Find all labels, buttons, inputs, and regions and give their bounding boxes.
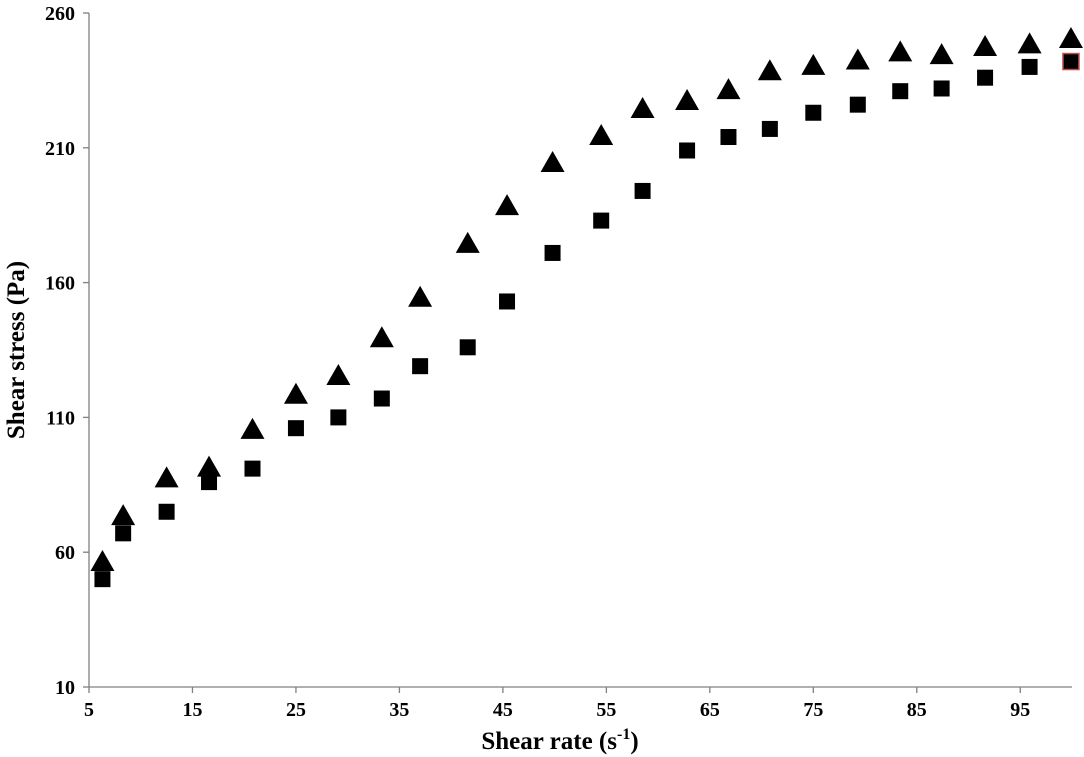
- y-tick-label: 110: [46, 407, 75, 429]
- triangle-marker: [973, 35, 998, 57]
- square-marker: [287, 420, 304, 437]
- square-marker: [892, 83, 909, 100]
- y-tick-label: 60: [55, 542, 75, 564]
- triangle-marker: [90, 549, 115, 571]
- square-marker: [720, 129, 737, 146]
- square-marker: [977, 69, 994, 86]
- square-marker: [94, 571, 111, 588]
- square-marker: [499, 293, 516, 310]
- square-marker: [544, 244, 561, 261]
- triangle-marker: [757, 59, 782, 81]
- square-marker: [244, 460, 261, 477]
- y-tick-label: 260: [45, 3, 75, 25]
- data-markers: [90, 26, 1083, 588]
- square-marker: [158, 503, 175, 520]
- square-marker: [201, 474, 218, 491]
- x-tick-label: 75: [803, 699, 823, 721]
- triangle-marker: [929, 43, 954, 65]
- square-marker: [1021, 58, 1038, 75]
- y-ticks: 10 60 110 160 210 260: [45, 3, 89, 699]
- triangle-marker: [888, 40, 913, 62]
- x-tick-label: 45: [493, 699, 513, 721]
- x-tick-label: 15: [182, 699, 202, 721]
- x-tick-label: 55: [596, 699, 616, 721]
- triangle-marker: [801, 53, 826, 75]
- triangle-marker: [408, 285, 433, 307]
- square-marker: [459, 339, 476, 356]
- square-marker: [634, 182, 651, 199]
- triangle-marker: [326, 363, 351, 385]
- triangle-marker: [845, 48, 870, 70]
- triangle-marker: [495, 194, 520, 216]
- x-tick-label: 85: [907, 699, 927, 721]
- x-tick-label: 95: [1010, 699, 1030, 721]
- triangle-marker: [240, 417, 265, 439]
- triangle-marker: [675, 88, 700, 110]
- x-tick-label: 35: [389, 699, 409, 721]
- square-marker: [933, 80, 950, 97]
- triangle-marker: [455, 231, 480, 253]
- x-tick-label: 65: [700, 699, 720, 721]
- triangle-marker: [1058, 26, 1083, 48]
- triangle-marker: [369, 326, 394, 348]
- triangle-marker: [111, 504, 136, 526]
- square-marker: [679, 142, 696, 159]
- y-tick-label: 160: [45, 273, 75, 295]
- y-axis-title: Shear stress (Pa): [3, 261, 30, 439]
- x-ticks: 5 15 25 35 45 55 65 75 85 95: [84, 687, 1030, 721]
- y-tick-label: 210: [45, 138, 75, 160]
- y-tick-label: 10: [55, 677, 75, 699]
- triangle-marker: [154, 466, 179, 488]
- x-tick-label: 5: [84, 699, 94, 721]
- triangle-marker: [716, 78, 741, 100]
- square-marker: [593, 212, 610, 229]
- axes: [88, 13, 1072, 688]
- square-marker: [373, 390, 390, 407]
- square-marker: [1062, 52, 1080, 71]
- x-axis-title: Shear rate (s-1): [481, 726, 638, 755]
- square-marker: [412, 358, 429, 375]
- square-marker: [330, 409, 347, 426]
- triangle-marker: [630, 97, 655, 119]
- square-marker: [805, 104, 822, 121]
- triangle-marker: [197, 455, 222, 477]
- triangle-marker: [1017, 32, 1042, 54]
- square-marker: [115, 525, 132, 542]
- square-marker: [761, 120, 778, 137]
- triangle-marker: [540, 150, 565, 172]
- square-marker: [849, 96, 866, 113]
- triangle-marker: [283, 382, 308, 404]
- x-tick-label: 25: [286, 699, 306, 721]
- triangle-marker: [589, 123, 614, 145]
